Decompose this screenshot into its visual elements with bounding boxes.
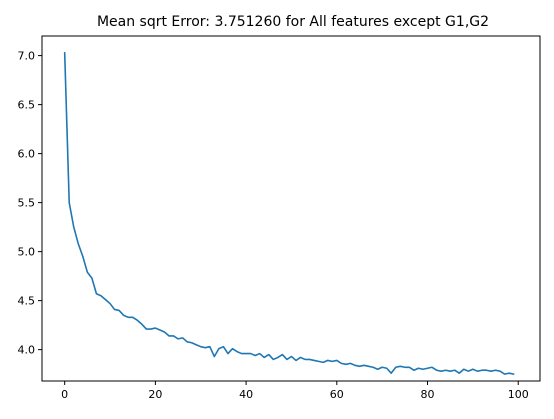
x-tick-label: 20 xyxy=(148,388,162,401)
plot-frame xyxy=(41,35,541,382)
x-tick-label: 40 xyxy=(239,388,253,401)
y-tick-label: 4.5 xyxy=(18,295,36,308)
series-line xyxy=(63,51,515,375)
x-axis-ticks: 0 20 40 60 80 100 xyxy=(61,381,529,401)
y-tick-label: 4.0 xyxy=(18,344,36,357)
y-tick-label: 5.5 xyxy=(18,197,36,210)
x-tick-label: 60 xyxy=(330,388,344,401)
x-tick-label: 0 xyxy=(61,388,68,401)
y-axis-ticks: 4.0 4.5 5.0 5.5 6.0 6.5 7.0 xyxy=(18,50,42,357)
x-tick-label: 80 xyxy=(421,388,435,401)
y-tick-label: 6.5 xyxy=(18,99,36,112)
y-tick-label: 5.0 xyxy=(18,246,36,259)
y-tick-label: 6.0 xyxy=(18,148,36,161)
y-tick-label: 7.0 xyxy=(18,50,36,63)
chart-title: Mean sqrt Error: 3.751260 for All featur… xyxy=(97,14,489,30)
x-tick-label: 100 xyxy=(508,388,529,401)
